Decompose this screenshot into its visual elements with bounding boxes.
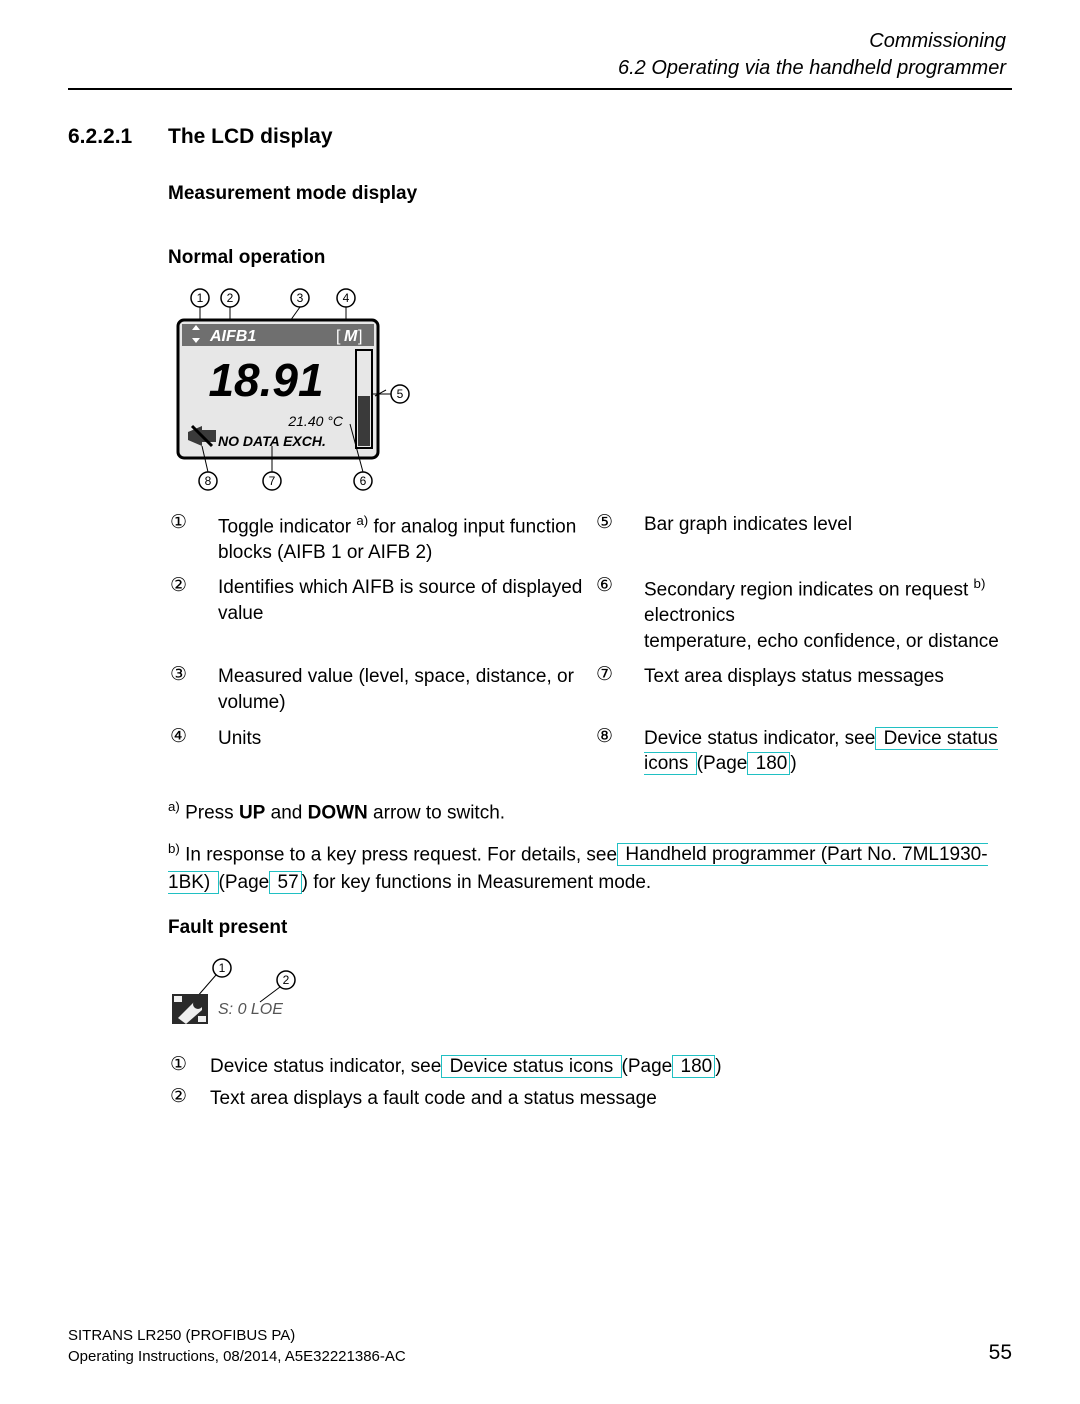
svg-text:5: 5 xyxy=(397,387,404,401)
fault-legend-table: ① Device status indicator, see Device st… xyxy=(170,1054,1012,1111)
svg-text:2: 2 xyxy=(227,291,234,305)
legend-text-1: Toggle indicator a) for analog input fun… xyxy=(218,512,588,566)
footnote-b: b) In response to a key press request. F… xyxy=(168,839,1012,896)
legend-num-7: ⑦ xyxy=(596,664,636,715)
fault-legend-text-1: Device status indicator, see Device stat… xyxy=(210,1054,990,1080)
svg-text:6: 6 xyxy=(360,474,367,488)
footer-product: SITRANS LR250 (PROFIBUS PA) xyxy=(68,1325,406,1347)
legend-num-2: ② xyxy=(170,575,210,654)
legend-num-6: ⑥ xyxy=(596,575,636,654)
svg-text:S: 0 LOE: S: 0 LOE xyxy=(218,1001,283,1018)
fault-legend-text-2: Text area displays a fault code and a st… xyxy=(210,1086,990,1112)
link-page-57[interactable]: 57 xyxy=(269,871,301,894)
svg-text:M: M xyxy=(344,328,358,345)
section-title: The LCD display xyxy=(168,122,333,152)
section-number: 6.2.2.1 xyxy=(68,122,168,152)
svg-text:]: ] xyxy=(358,328,362,345)
legend-text-7: Text area displays status messages xyxy=(644,664,1014,715)
header-chapter: Commissioning xyxy=(68,28,1006,55)
fault-svg: 1 2 S: 0 LOE xyxy=(168,956,368,1032)
legend-text-3: Measured value (level, space, distance, … xyxy=(218,664,588,715)
header-rule xyxy=(68,88,1012,90)
legend-text-8: Device status indicator, see Device stat… xyxy=(644,726,1014,777)
legend-text-4: Units xyxy=(218,726,588,777)
heading-fault-present: Fault present xyxy=(168,914,1012,942)
svg-text:7: 7 xyxy=(269,474,276,488)
legend-num-8: ⑧ xyxy=(596,726,636,777)
svg-text:1: 1 xyxy=(219,961,226,975)
legend-text-5: Bar graph indicates level xyxy=(644,512,1014,566)
page-number: 55 xyxy=(989,1338,1012,1368)
svg-text:4: 4 xyxy=(343,291,350,305)
svg-text:AIFB1: AIFB1 xyxy=(209,328,256,345)
heading-normal-operation: Normal operation xyxy=(168,244,1012,272)
link-device-status-icons-fault[interactable]: Device status icons xyxy=(441,1055,621,1078)
svg-text:3: 3 xyxy=(297,291,304,305)
legend-num-1: ① xyxy=(170,512,210,566)
footnote-a: a) Press UP and DOWN arrow to switch. xyxy=(168,797,1012,827)
svg-text:1: 1 xyxy=(197,291,204,305)
footer-docinfo: Operating Instructions, 08/2014, A5E3222… xyxy=(68,1346,406,1368)
svg-text:8: 8 xyxy=(205,474,212,488)
legend-num-3: ③ xyxy=(170,664,210,715)
header-section: 6.2 Operating via the handheld programme… xyxy=(68,55,1006,82)
legend-num-5: ⑤ xyxy=(596,512,636,566)
legend-num-4: ④ xyxy=(170,726,210,777)
heading-measurement-mode: Measurement mode display xyxy=(168,180,1012,208)
legend-table: ① Toggle indicator a) for analog input f… xyxy=(170,512,1012,777)
legend-text-6: Secondary region indicates on request b)… xyxy=(644,575,1014,654)
svg-text:[: [ xyxy=(336,328,341,345)
svg-text:2: 2 xyxy=(283,973,290,987)
lcd-svg: 1 2 3 4 AI xyxy=(168,286,428,496)
svg-text:18.91: 18.91 xyxy=(208,354,323,406)
lcd-fault-figure: 1 2 S: 0 LOE xyxy=(168,956,1012,1041)
legend-text-2: Identifies which AIFB is source of displ… xyxy=(218,575,588,654)
fault-legend-num-2: ② xyxy=(170,1086,210,1112)
page-footer: SITRANS LR250 (PROFIBUS PA) Operating In… xyxy=(68,1325,1012,1369)
lcd-normal-figure: 1 2 3 4 AI xyxy=(168,286,1012,496)
link-page-180[interactable]: 180 xyxy=(747,752,790,775)
link-page-180-fault[interactable]: 180 xyxy=(672,1055,715,1078)
svg-text:21.40 °C: 21.40 °C xyxy=(287,413,344,429)
fault-legend-num-1: ① xyxy=(170,1054,210,1080)
